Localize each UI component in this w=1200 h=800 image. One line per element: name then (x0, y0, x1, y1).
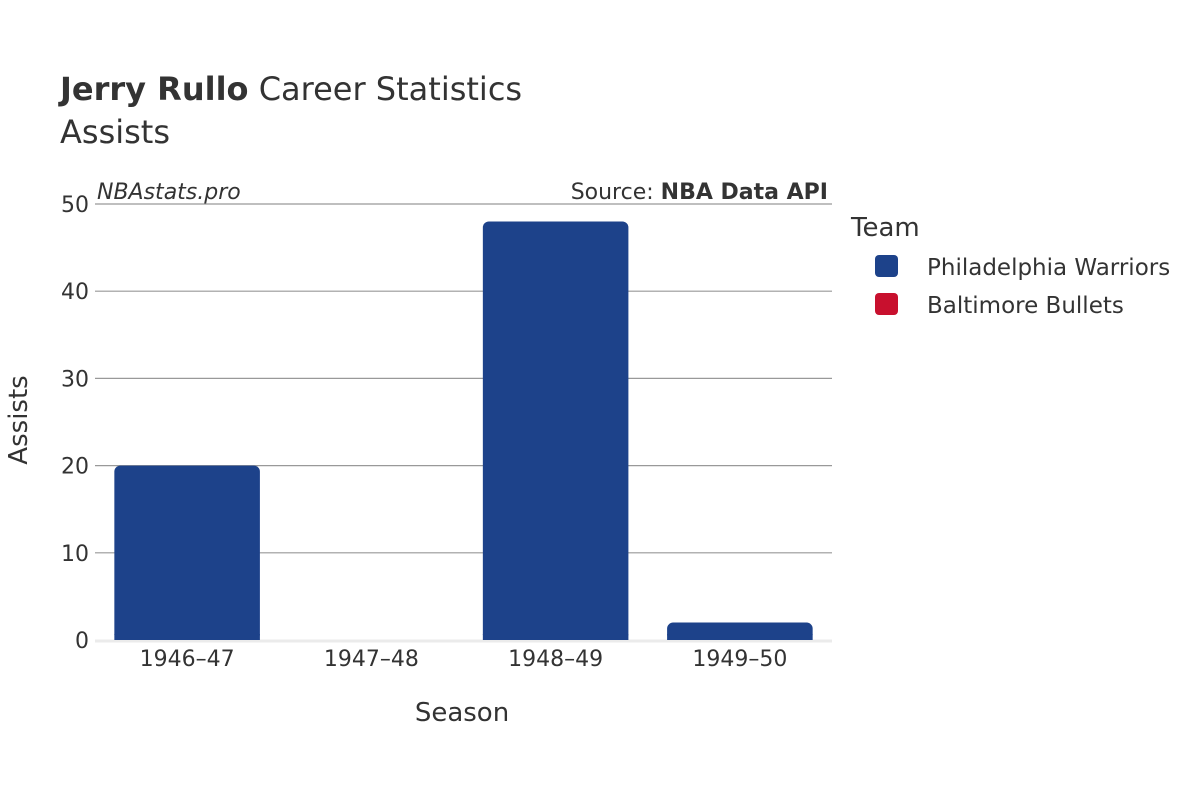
bar-base (482, 634, 629, 640)
y-tick-label: 0 (75, 629, 89, 654)
legend-swatch (875, 255, 898, 277)
watermark: NBAstats.pro (97, 180, 241, 205)
x-tick-label: 1946–47 (140, 647, 235, 672)
x-tick-label: 1949–50 (692, 647, 787, 672)
source-name: NBA Data API (661, 180, 828, 205)
legend-title: Team (850, 213, 920, 243)
legend-items: Philadelphia Warriors Baltimore Bullets (875, 255, 1170, 319)
x-tick-label: 1947–48 (324, 647, 419, 672)
x-axis-label: Season (415, 698, 509, 728)
bar-base (114, 634, 260, 640)
y-tick-label: 10 (61, 542, 89, 567)
bar-base (667, 634, 813, 640)
bar (482, 221, 629, 640)
x-ticks: 1946–47 1947–48 1948–49 1949–50 (140, 647, 788, 672)
y-tick-label: 30 (61, 367, 89, 392)
legend-swatch (875, 293, 898, 315)
y-tick-label: 50 (61, 193, 89, 218)
y-axis-label: Assists (4, 375, 34, 464)
legend-item-label: Philadelphia Warriors (927, 255, 1170, 281)
bar (114, 465, 260, 640)
chart-subtitle: Assists (60, 113, 170, 151)
source-prefix: Source: (571, 180, 661, 205)
bars (114, 221, 813, 640)
title-rest: Career Statistics (249, 70, 523, 108)
title-bold: Jerry Rullo (58, 70, 249, 108)
y-tick-label: 40 (61, 280, 89, 305)
legend: Team Philadelphia Warriors Baltimore Bull… (850, 213, 1170, 319)
y-tick-label: 20 (61, 455, 89, 480)
legend-item-label: Baltimore Bullets (927, 293, 1124, 319)
y-ticks: 0 10 20 30 40 50 (61, 193, 89, 654)
x-tick-label: 1948–49 (508, 647, 603, 672)
chart-title: Jerry Rullo Career Statistics (58, 70, 522, 108)
source-note: Source: NBA Data API (571, 180, 828, 205)
